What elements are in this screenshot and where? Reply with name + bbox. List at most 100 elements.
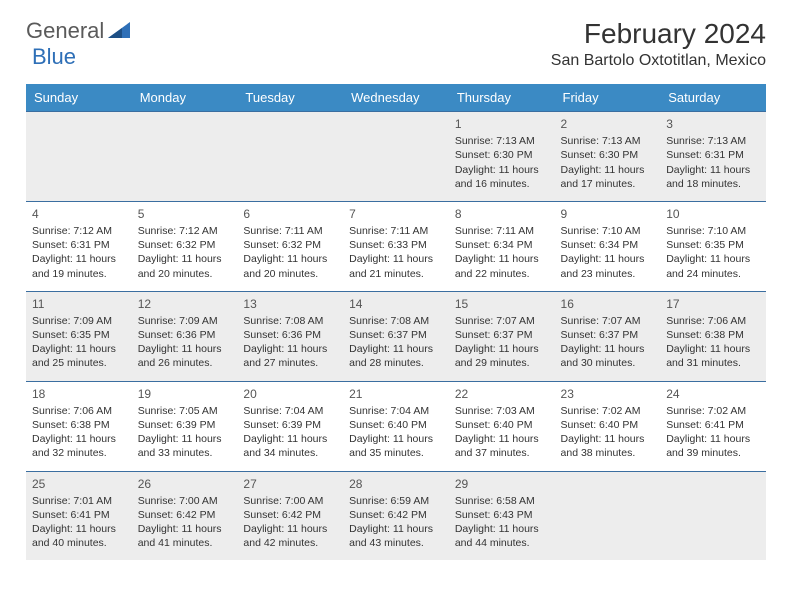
sunset-line: Sunset: 6:37 PM	[561, 328, 655, 342]
sunrise-line: Sunrise: 7:00 AM	[243, 494, 337, 508]
sunset-line: Sunset: 6:35 PM	[666, 238, 760, 252]
calendar-table: SundayMondayTuesdayWednesdayThursdayFrid…	[26, 84, 766, 560]
sunrise-line: Sunrise: 7:11 AM	[349, 224, 443, 238]
calendar-day-cell: 25Sunrise: 7:01 AMSunset: 6:41 PMDayligh…	[26, 471, 132, 560]
weekday-header: Sunday	[26, 84, 132, 112]
weekday-header: Thursday	[449, 84, 555, 112]
brand-name-1: General	[26, 18, 104, 44]
sunrise-line: Sunrise: 7:13 AM	[561, 134, 655, 148]
calendar-day-cell: 8Sunrise: 7:11 AMSunset: 6:34 PMDaylight…	[449, 201, 555, 291]
title-block: February 2024 San Bartolo Oxtotitlan, Me…	[551, 18, 766, 70]
calendar-week-row: 4Sunrise: 7:12 AMSunset: 6:31 PMDaylight…	[26, 201, 766, 291]
sunset-line: Sunset: 6:36 PM	[138, 328, 232, 342]
calendar-day-cell: 18Sunrise: 7:06 AMSunset: 6:38 PMDayligh…	[26, 381, 132, 471]
daylight-line: Daylight: 11 hours and 16 minutes.	[455, 163, 549, 191]
calendar-header-row: SundayMondayTuesdayWednesdayThursdayFrid…	[26, 84, 766, 112]
day-number: 9	[561, 206, 655, 222]
day-number: 28	[349, 476, 443, 492]
daylight-line: Daylight: 11 hours and 26 minutes.	[138, 342, 232, 370]
sunset-line: Sunset: 6:37 PM	[455, 328, 549, 342]
month-title: February 2024	[551, 18, 766, 50]
sunset-line: Sunset: 6:33 PM	[349, 238, 443, 252]
sunset-line: Sunset: 6:34 PM	[455, 238, 549, 252]
calendar-day-cell: 17Sunrise: 7:06 AMSunset: 6:38 PMDayligh…	[660, 291, 766, 381]
calendar-day-cell: 10Sunrise: 7:10 AMSunset: 6:35 PMDayligh…	[660, 201, 766, 291]
day-number: 27	[243, 476, 337, 492]
sunset-line: Sunset: 6:36 PM	[243, 328, 337, 342]
sunrise-line: Sunrise: 7:04 AM	[243, 404, 337, 418]
day-number: 26	[138, 476, 232, 492]
calendar-week-row: 11Sunrise: 7:09 AMSunset: 6:35 PMDayligh…	[26, 291, 766, 381]
day-number: 17	[666, 296, 760, 312]
day-number: 5	[138, 206, 232, 222]
calendar-day-cell: 22Sunrise: 7:03 AMSunset: 6:40 PMDayligh…	[449, 381, 555, 471]
calendar-day-cell: 15Sunrise: 7:07 AMSunset: 6:37 PMDayligh…	[449, 291, 555, 381]
daylight-line: Daylight: 11 hours and 43 minutes.	[349, 522, 443, 550]
daylight-line: Daylight: 11 hours and 18 minutes.	[666, 163, 760, 191]
sunrise-line: Sunrise: 7:11 AM	[243, 224, 337, 238]
calendar-day-cell	[343, 112, 449, 202]
day-number: 19	[138, 386, 232, 402]
calendar-day-cell	[26, 112, 132, 202]
calendar-week-row: 1Sunrise: 7:13 AMSunset: 6:30 PMDaylight…	[26, 112, 766, 202]
sunset-line: Sunset: 6:40 PM	[349, 418, 443, 432]
sunrise-line: Sunrise: 7:06 AM	[32, 404, 126, 418]
sunset-line: Sunset: 6:31 PM	[666, 148, 760, 162]
calendar-day-cell: 19Sunrise: 7:05 AMSunset: 6:39 PMDayligh…	[132, 381, 238, 471]
day-number: 15	[455, 296, 549, 312]
sunrise-line: Sunrise: 7:02 AM	[561, 404, 655, 418]
daylight-line: Daylight: 11 hours and 41 minutes.	[138, 522, 232, 550]
calendar-day-cell: 7Sunrise: 7:11 AMSunset: 6:33 PMDaylight…	[343, 201, 449, 291]
daylight-line: Daylight: 11 hours and 21 minutes.	[349, 252, 443, 280]
calendar-day-cell: 1Sunrise: 7:13 AMSunset: 6:30 PMDaylight…	[449, 112, 555, 202]
sunrise-line: Sunrise: 7:13 AM	[666, 134, 760, 148]
day-number: 23	[561, 386, 655, 402]
calendar-day-cell: 12Sunrise: 7:09 AMSunset: 6:36 PMDayligh…	[132, 291, 238, 381]
day-number: 21	[349, 386, 443, 402]
sunset-line: Sunset: 6:41 PM	[666, 418, 760, 432]
calendar-day-cell: 23Sunrise: 7:02 AMSunset: 6:40 PMDayligh…	[555, 381, 661, 471]
daylight-line: Daylight: 11 hours and 20 minutes.	[243, 252, 337, 280]
calendar-day-cell: 3Sunrise: 7:13 AMSunset: 6:31 PMDaylight…	[660, 112, 766, 202]
calendar-day-cell: 14Sunrise: 7:08 AMSunset: 6:37 PMDayligh…	[343, 291, 449, 381]
day-number: 24	[666, 386, 760, 402]
daylight-line: Daylight: 11 hours and 27 minutes.	[243, 342, 337, 370]
weekday-header: Friday	[555, 84, 661, 112]
calendar-day-cell: 24Sunrise: 7:02 AMSunset: 6:41 PMDayligh…	[660, 381, 766, 471]
day-number: 2	[561, 116, 655, 132]
sunset-line: Sunset: 6:42 PM	[349, 508, 443, 522]
calendar-day-cell: 28 Sunrise: 6:59 AMSunset: 6:42 PMDayligh…	[343, 471, 449, 560]
sunset-line: Sunset: 6:41 PM	[32, 508, 126, 522]
daylight-line: Daylight: 11 hours and 37 minutes.	[455, 432, 549, 460]
calendar-body: 1Sunrise: 7:13 AMSunset: 6:30 PMDaylight…	[26, 112, 766, 561]
sunrise-line: Sunrise: 7:10 AM	[666, 224, 760, 238]
sunrise-line: Sunrise: 7:08 AM	[349, 314, 443, 328]
daylight-line: Daylight: 11 hours and 32 minutes.	[32, 432, 126, 460]
brand-logo: General	[26, 18, 132, 44]
calendar-day-cell: 26Sunrise: 7:00 AMSunset: 6:42 PMDayligh…	[132, 471, 238, 560]
sunrise-line: Sunrise: 6:59 AM	[349, 494, 443, 508]
daylight-line: Daylight: 11 hours and 23 minutes.	[561, 252, 655, 280]
day-number: 25	[32, 476, 126, 492]
sunset-line: Sunset: 6:31 PM	[32, 238, 126, 252]
calendar-day-cell	[660, 471, 766, 560]
sunset-line: Sunset: 6:40 PM	[455, 418, 549, 432]
sunset-line: Sunset: 6:39 PM	[138, 418, 232, 432]
daylight-line: Daylight: 11 hours and 34 minutes.	[243, 432, 337, 460]
day-number: 20	[243, 386, 337, 402]
daylight-line: Daylight: 11 hours and 39 minutes.	[666, 432, 760, 460]
sunrise-line: Sunrise: 7:11 AM	[455, 224, 549, 238]
daylight-line: Daylight: 11 hours and 25 minutes.	[32, 342, 126, 370]
calendar-day-cell	[237, 112, 343, 202]
sunset-line: Sunset: 6:42 PM	[138, 508, 232, 522]
sunset-line: Sunset: 6:38 PM	[32, 418, 126, 432]
sunrise-line: Sunrise: 7:07 AM	[561, 314, 655, 328]
sunrise-line: Sunrise: 7:09 AM	[138, 314, 232, 328]
sunset-line: Sunset: 6:38 PM	[666, 328, 760, 342]
sunrise-line: Sunrise: 7:09 AM	[32, 314, 126, 328]
calendar-day-cell	[132, 112, 238, 202]
weekday-header: Monday	[132, 84, 238, 112]
day-number: 16	[561, 296, 655, 312]
day-number: 6	[243, 206, 337, 222]
sunset-line: Sunset: 6:32 PM	[138, 238, 232, 252]
